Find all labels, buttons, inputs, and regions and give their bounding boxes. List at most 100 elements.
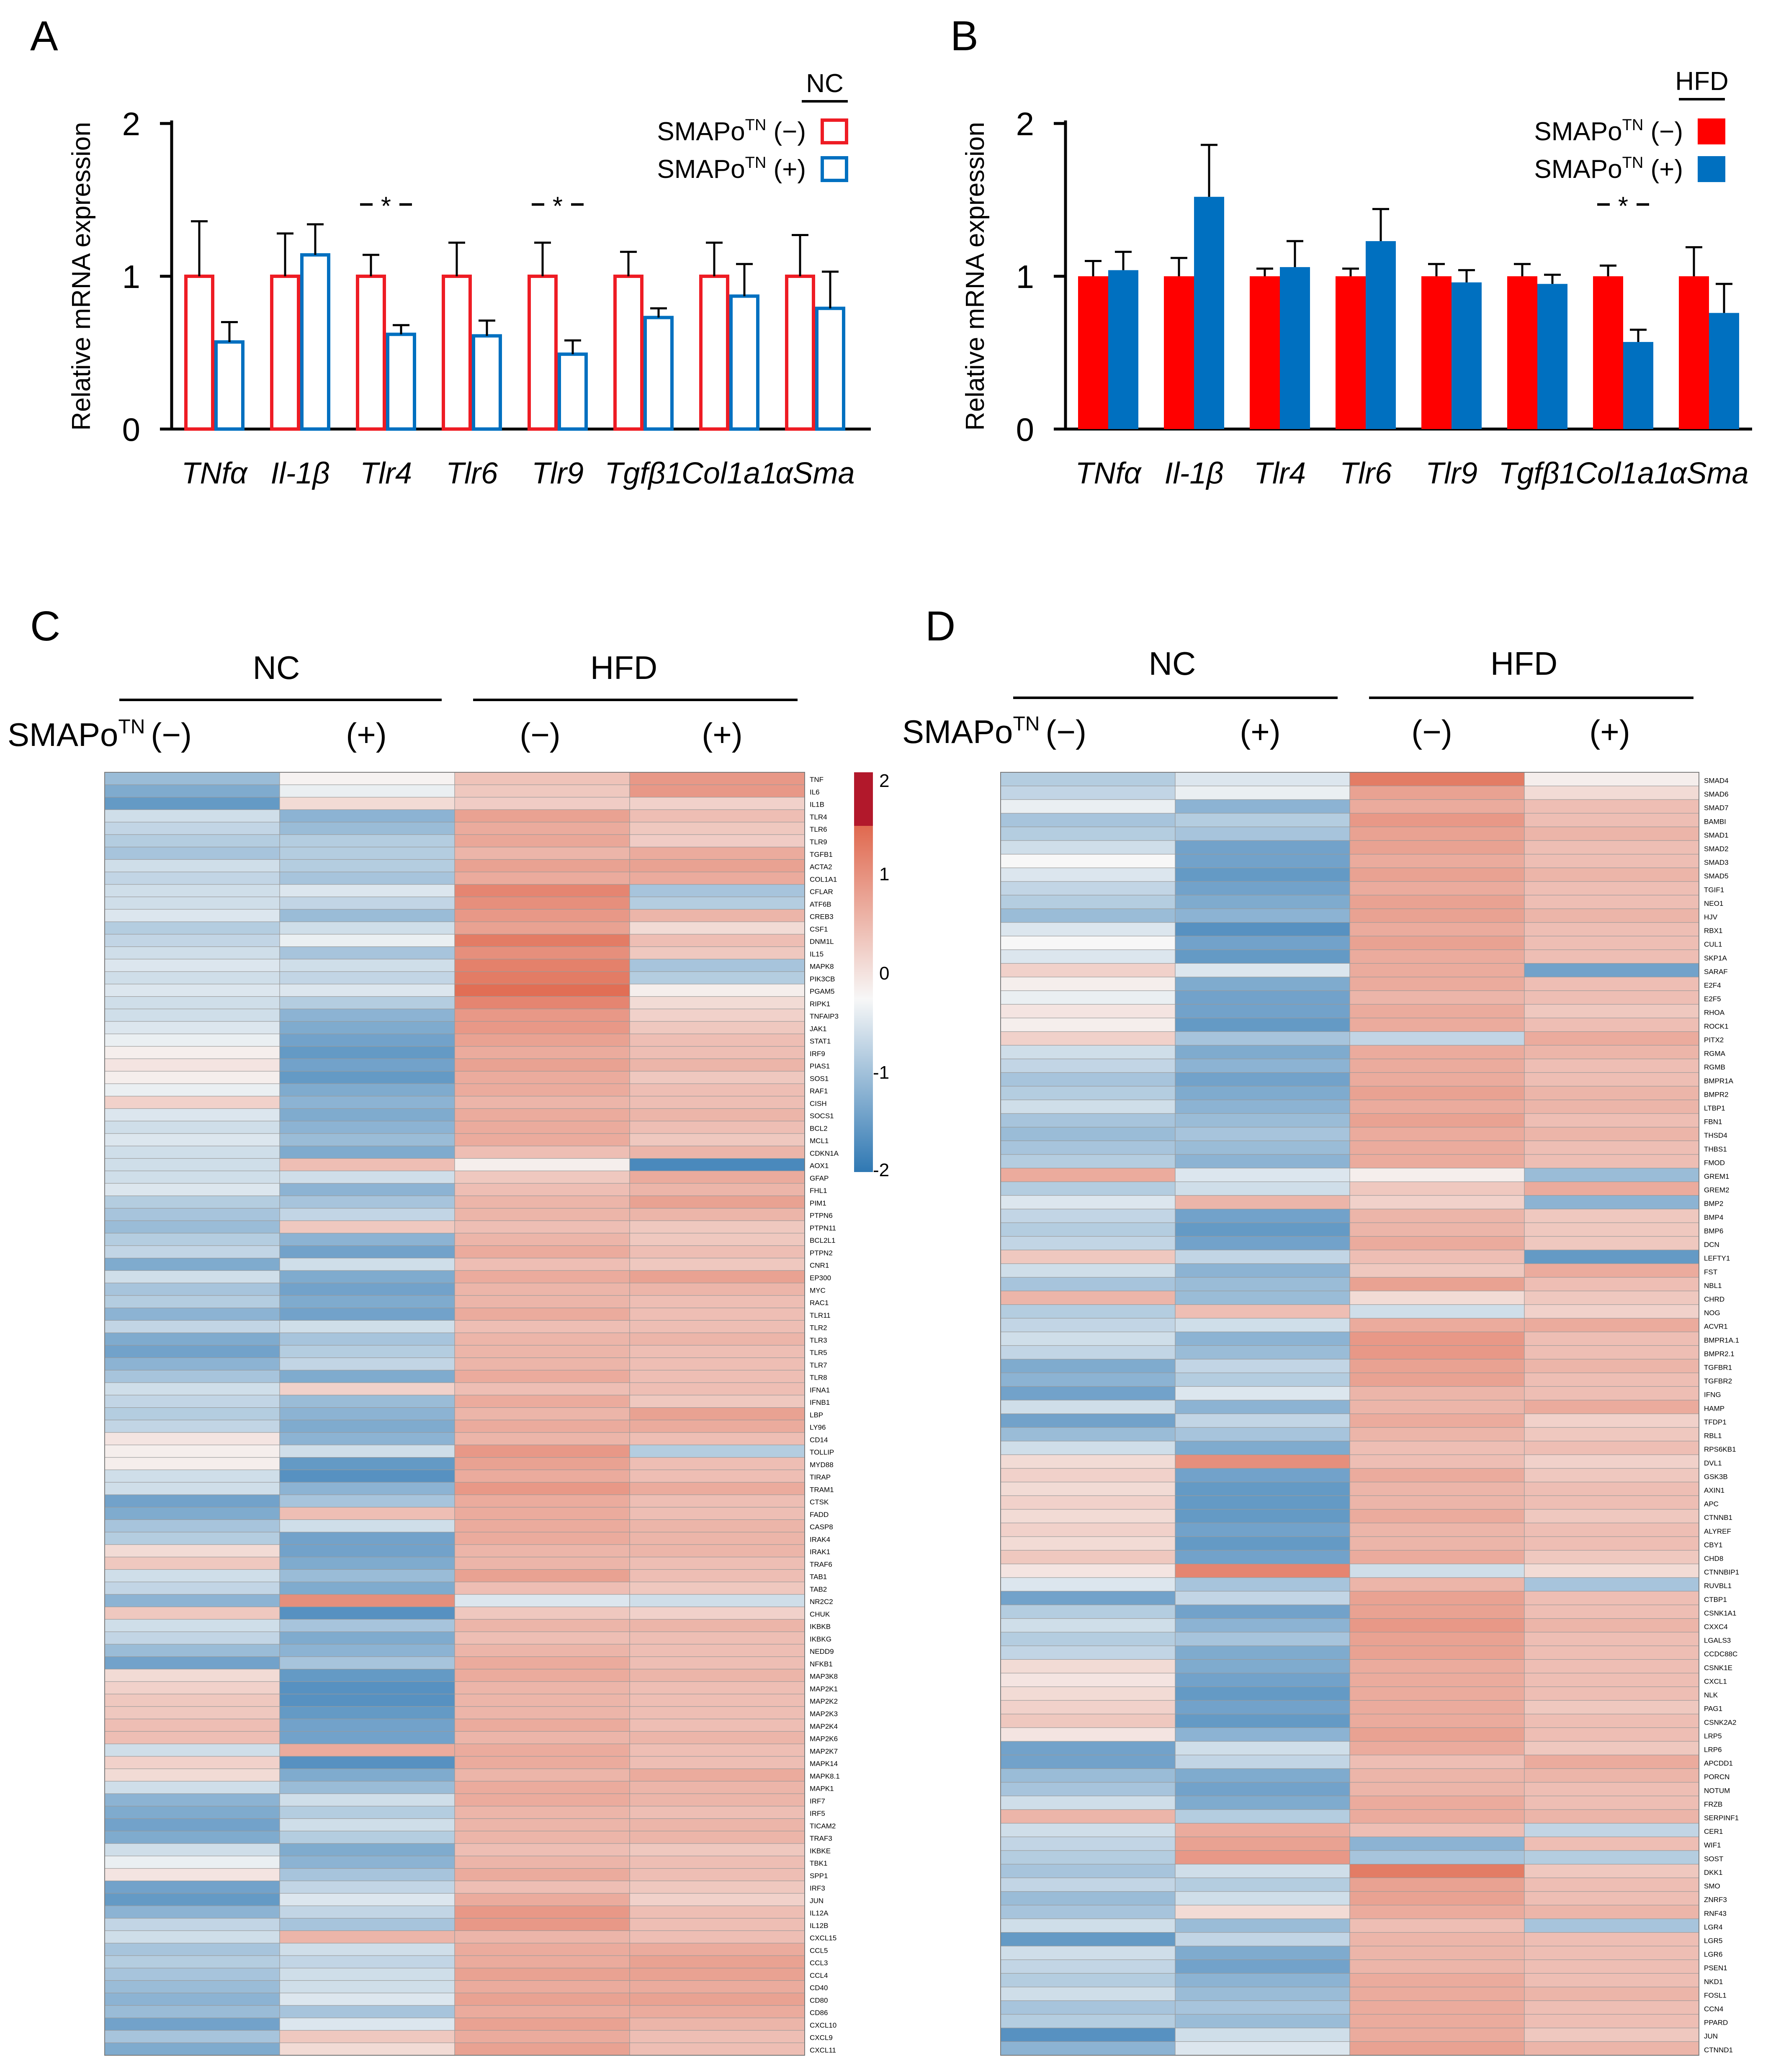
gene-label: BMP4	[1704, 1213, 1723, 1221]
heatmap-cell	[279, 946, 455, 960]
gene-label: TLR9	[810, 838, 827, 846]
heatmap-cell	[629, 1532, 805, 1545]
heatmap-cell	[1349, 1086, 1525, 1100]
heatmap-cell	[104, 1407, 280, 1421]
gene-label: SOCS1	[810, 1112, 834, 1120]
heatmap-cell	[1524, 1167, 1699, 1183]
heatmap-cell	[1349, 813, 1525, 828]
heatmap-cell	[1000, 1291, 1176, 1305]
heatmap-cell	[1349, 1359, 1525, 1373]
gene-label: IFNB1	[810, 1398, 830, 1406]
heatmap-cell	[1175, 1536, 1350, 1551]
heatmap-cell	[1175, 1645, 1350, 1660]
heatmap-cell	[1000, 1018, 1176, 1032]
heatmap-cell	[1000, 1441, 1176, 1455]
gene-label: FST	[1704, 1268, 1717, 1276]
heatmap-cell	[1000, 840, 1176, 855]
heatmap-cell	[1000, 2000, 1176, 2015]
heatmap-cell	[1349, 1208, 1525, 1224]
heatmap-cell	[279, 809, 455, 823]
gene-label: TRAM1	[810, 1486, 834, 1494]
heatmap-cell	[1000, 1604, 1176, 1619]
bar	[1593, 276, 1623, 429]
heatmap-cell	[1175, 2028, 1350, 2042]
heatmap-cell	[1349, 1700, 1525, 1715]
heatmap-cell	[629, 1905, 805, 1919]
heatmap-cell	[454, 921, 630, 935]
heatmap-cell	[1000, 1086, 1176, 1100]
heatmap-cell	[1000, 1509, 1176, 1524]
gene-label: BMPR2	[1704, 1090, 1729, 1098]
heatmap-cell	[1524, 1741, 1699, 1756]
heatmap-cell	[1524, 1987, 1699, 2001]
colorbar-tick-neg2: -2	[873, 1160, 889, 1180]
heatmap-cell	[629, 1793, 805, 1807]
heatmap-cell	[279, 2018, 455, 2031]
heatmap-cell	[1000, 1905, 1176, 1920]
heatmap-cell	[279, 1245, 455, 1259]
heatmap-cell	[1000, 1987, 1176, 2001]
heatmap-cell	[1524, 1195, 1699, 1210]
heatmap-cell	[279, 1830, 455, 1844]
heatmap-cell	[279, 1158, 455, 1172]
heatmap-cell	[1349, 1973, 1525, 1988]
heatmap-cell	[1175, 1359, 1350, 1373]
legend-swatch	[821, 156, 848, 182]
heatmap-cell	[1175, 1809, 1350, 1824]
heatmap-cell	[1349, 1632, 1525, 1647]
heatmap-cell	[454, 1781, 630, 1794]
heatmap-cell	[1349, 1877, 1525, 1892]
heatmap-cell	[629, 1569, 805, 1583]
heatmap-cell	[629, 1419, 805, 1433]
gene-label: CREB3	[810, 913, 834, 921]
heatmap-cell	[629, 1718, 805, 1732]
gene-label: E2F5	[1704, 995, 1721, 1003]
heatmap-cell	[454, 1544, 630, 1558]
heatmap-cell	[1349, 1550, 1525, 1565]
heatmap-cell	[1175, 1877, 1350, 1892]
heatmap-cell	[279, 1980, 455, 1994]
heatmap-cell	[629, 1332, 805, 1346]
gene-label: IL15	[810, 950, 824, 958]
heatmap-cell	[104, 784, 280, 798]
heatmap-cell	[1000, 1959, 1176, 1974]
heatmap-cell	[104, 1083, 280, 1097]
heatmap-cell	[454, 1507, 630, 1520]
gene-label: PORCN	[1704, 1773, 1730, 1781]
heatmap-cell	[1349, 1018, 1525, 1032]
heatmap-cell	[629, 822, 805, 835]
heatmap-cell	[104, 1345, 280, 1358]
heatmap-cell	[629, 909, 805, 923]
heatmap-cell	[629, 1146, 805, 1159]
heatmap-cell	[629, 1581, 805, 1595]
heatmap-cell	[279, 1768, 455, 1782]
heatmap-cell	[1175, 1959, 1350, 1974]
gene-label: LBP	[810, 1411, 823, 1419]
heatmap-cell	[104, 984, 280, 997]
heatmap-cell	[454, 1419, 630, 1433]
bar-chart-nc: 0 1 2 Relative mRNA expression TNfα Il-1β Tlr4…	[67, 69, 871, 490]
heatmap-cell	[629, 959, 805, 972]
gene-label: FRZB	[1704, 1800, 1722, 1808]
heatmap-cell	[454, 1893, 630, 1907]
heatmap-cell	[1349, 936, 1525, 951]
heatmap-cell	[1175, 1632, 1350, 1647]
heatmap-cell	[1349, 1823, 1525, 1838]
heatmap-cell	[1349, 772, 1525, 787]
gene-label: IRAK1	[810, 1548, 830, 1556]
heatmap-cell	[454, 1918, 630, 1931]
heatmap-cell	[629, 1594, 805, 1607]
heatmap-cell	[104, 1893, 280, 1907]
heatmap-cell	[629, 1233, 805, 1246]
heatmap-cell	[1524, 1795, 1699, 1810]
heatmap-d-hfd-label: HFD	[1490, 645, 1557, 682]
gene-label: RGMA	[1704, 1050, 1726, 1058]
heatmap-cell	[1349, 1918, 1525, 1933]
heatmap-c-hfd-pos-label: (+)	[702, 716, 743, 753]
heatmap-cell	[1000, 1099, 1176, 1114]
heatmap-cell	[1000, 1127, 1176, 1141]
gene-label: CD86	[810, 2009, 828, 2017]
heatmap-cell	[454, 1432, 630, 1446]
heatmap-cell	[279, 1694, 455, 1707]
gene-label: EP300	[810, 1274, 831, 1282]
